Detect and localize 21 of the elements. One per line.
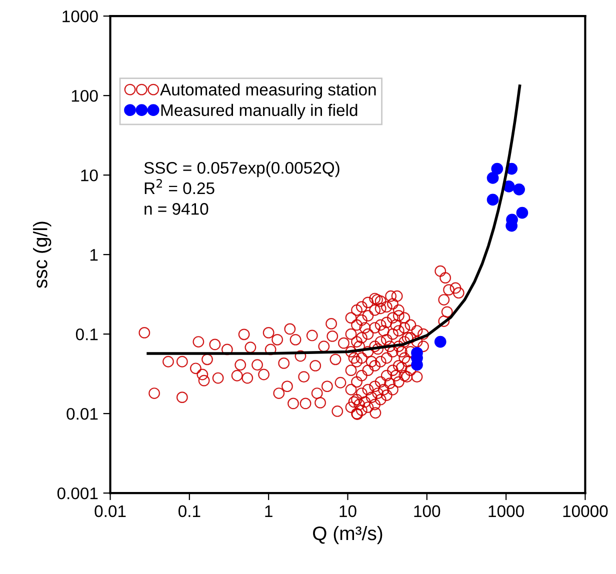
annotation: n = 9410 [144, 203, 208, 215]
y-tick-label: 100 [72, 90, 98, 102]
x-tick-label: 0.01 [94, 505, 126, 518]
x-tick-label: 100 [414, 505, 440, 518]
x-axis-title: Q (m³/s) [313, 526, 382, 544]
y-tick-label: 10 [81, 169, 98, 182]
legend-label: Measured manually in field [161, 104, 358, 120]
x-tick-label: 10 [340, 505, 356, 518]
x-tick-label: 1 [265, 505, 272, 517]
y-tick-label: 1000 [62, 10, 98, 22]
y-tick-label: 1 [90, 249, 98, 261]
y-tick-label: 0.1 [76, 328, 98, 340]
x-tick-label: 10000 [563, 505, 608, 518]
x-tick-label: 0.1 [178, 505, 200, 518]
legend-label: Automated measuring station [160, 83, 376, 99]
x-tick-label: 1000 [488, 505, 524, 518]
y-tick-label: 0.01 [66, 408, 98, 420]
y-axis-title: ssc (g/l) [33, 222, 52, 288]
y-tick-label: 0.001 [57, 487, 98, 500]
annotation: R$^{2}$ = 0.25 [144, 178, 214, 194]
annotation: SSC = 0.057exp(0.0052Q) [144, 162, 340, 178]
